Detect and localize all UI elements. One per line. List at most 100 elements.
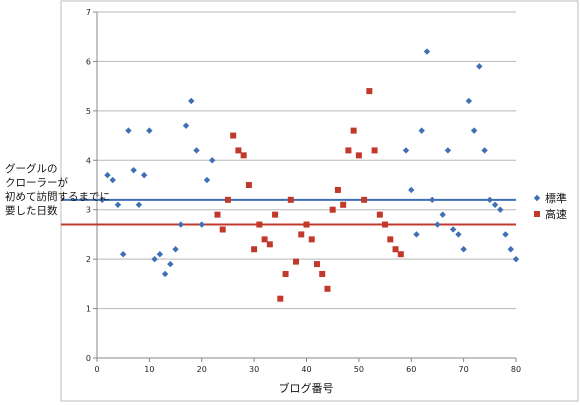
point-series-1 [198, 221, 205, 228]
point-series-1 [449, 226, 457, 233]
point-series-2 [308, 236, 315, 243]
point-series-1 [439, 211, 446, 218]
point-series-1 [188, 97, 195, 105]
point-series-2 [240, 152, 247, 159]
point-series-1 [151, 255, 158, 263]
axes [93, 11, 517, 362]
point-series-2 [371, 147, 378, 154]
point-series-1 [99, 196, 106, 204]
x-tick-label: 0 [94, 365, 99, 374]
point-series-1 [130, 166, 137, 174]
point-series-2 [277, 295, 284, 302]
legend-label-1: 標準 [545, 191, 567, 205]
point-series-2 [382, 221, 389, 228]
point-series-2 [303, 221, 310, 228]
point-series-1 [119, 251, 127, 258]
point-series-1 [172, 246, 179, 253]
point-series-1 [146, 127, 153, 134]
point-series-1 [167, 260, 174, 268]
point-series-1 [209, 157, 216, 164]
point-series-1 [455, 231, 462, 238]
point-series-1 [114, 201, 122, 208]
point-series-1 [434, 221, 441, 228]
point-series-1 [193, 147, 200, 154]
point-series-1 [413, 231, 420, 238]
point-series-1 [418, 127, 425, 134]
point-series-2 [366, 88, 373, 95]
point-series-1 [460, 246, 467, 253]
point-series-1 [156, 251, 164, 258]
y-tick-label: 6 [86, 57, 91, 66]
point-series-2 [230, 132, 237, 139]
point-series-2 [376, 211, 383, 218]
point-series-1 [408, 186, 415, 194]
legend-label-2: 高速 [545, 207, 567, 221]
point-series-1 [429, 196, 436, 204]
point-series-2 [256, 221, 263, 228]
point-series-2 [214, 211, 221, 218]
point-series-1 [402, 147, 410, 154]
point-series-1 [109, 176, 116, 184]
point-series-2 [224, 196, 231, 203]
point-series-1 [125, 127, 132, 134]
x-tick-label: 50 [354, 365, 364, 374]
point-series-2 [361, 196, 368, 203]
y-axis-title-line: 要した日数 [5, 204, 58, 217]
point-series-1 [497, 206, 504, 213]
point-series-1 [512, 255, 520, 263]
point-series-2 [272, 211, 279, 218]
point-series-2 [266, 241, 273, 248]
point-series-2 [287, 196, 294, 203]
point-series-1 [444, 147, 452, 154]
point-series-2 [392, 246, 399, 253]
gridlines [97, 11, 516, 310]
point-series-1 [203, 176, 211, 184]
x-tick-label: 60 [406, 365, 416, 374]
point-series-1 [135, 201, 143, 208]
point-series-2 [298, 231, 305, 238]
point-series-2 [397, 251, 404, 258]
x-tick-label: 10 [144, 365, 154, 374]
point-series-2 [340, 201, 347, 208]
point-series-1 [465, 97, 473, 105]
point-series-2 [319, 270, 326, 277]
legend-marker-1 [533, 194, 541, 202]
point-series-2 [355, 152, 362, 159]
point-series-1 [507, 246, 514, 253]
y-axis-title-line: グーグルの [5, 162, 58, 175]
point-series-2 [219, 226, 226, 233]
y-axis-title-line: 初めて訪問するまでに [5, 190, 110, 203]
y-tick-label: 0 [86, 354, 91, 363]
point-series-1 [140, 171, 148, 179]
x-tick-label: 20 [197, 365, 207, 374]
x-tick-label: 70 [459, 365, 469, 374]
y-tick-label: 3 [86, 206, 91, 215]
y-tick-label: 1 [86, 305, 91, 314]
point-series-2 [350, 127, 357, 134]
y-tick-label: 4 [86, 156, 91, 165]
y-axis-title-line: クローラーが [5, 176, 68, 189]
y-tick-label: 7 [86, 8, 91, 17]
point-series-2 [345, 147, 352, 154]
point-series-1 [161, 270, 169, 278]
point-series-1 [486, 196, 494, 204]
y-tick-label: 5 [86, 107, 91, 116]
point-series-2 [261, 236, 268, 243]
point-series-2 [282, 270, 289, 277]
point-series-1 [481, 147, 488, 154]
point-series-2 [329, 206, 336, 213]
point-series-1 [502, 231, 509, 238]
legend-marker-2 [534, 211, 540, 217]
point-series-1 [423, 48, 431, 55]
data-points [99, 48, 520, 302]
x-axis-title: ブログ番号 [279, 381, 334, 395]
x-tick-label: 80 [511, 365, 521, 374]
point-series-2 [293, 258, 300, 265]
x-tick-label: 40 [301, 365, 311, 374]
x-tick-label: 30 [249, 365, 259, 374]
point-series-2 [313, 261, 320, 268]
point-series-1 [182, 122, 190, 129]
